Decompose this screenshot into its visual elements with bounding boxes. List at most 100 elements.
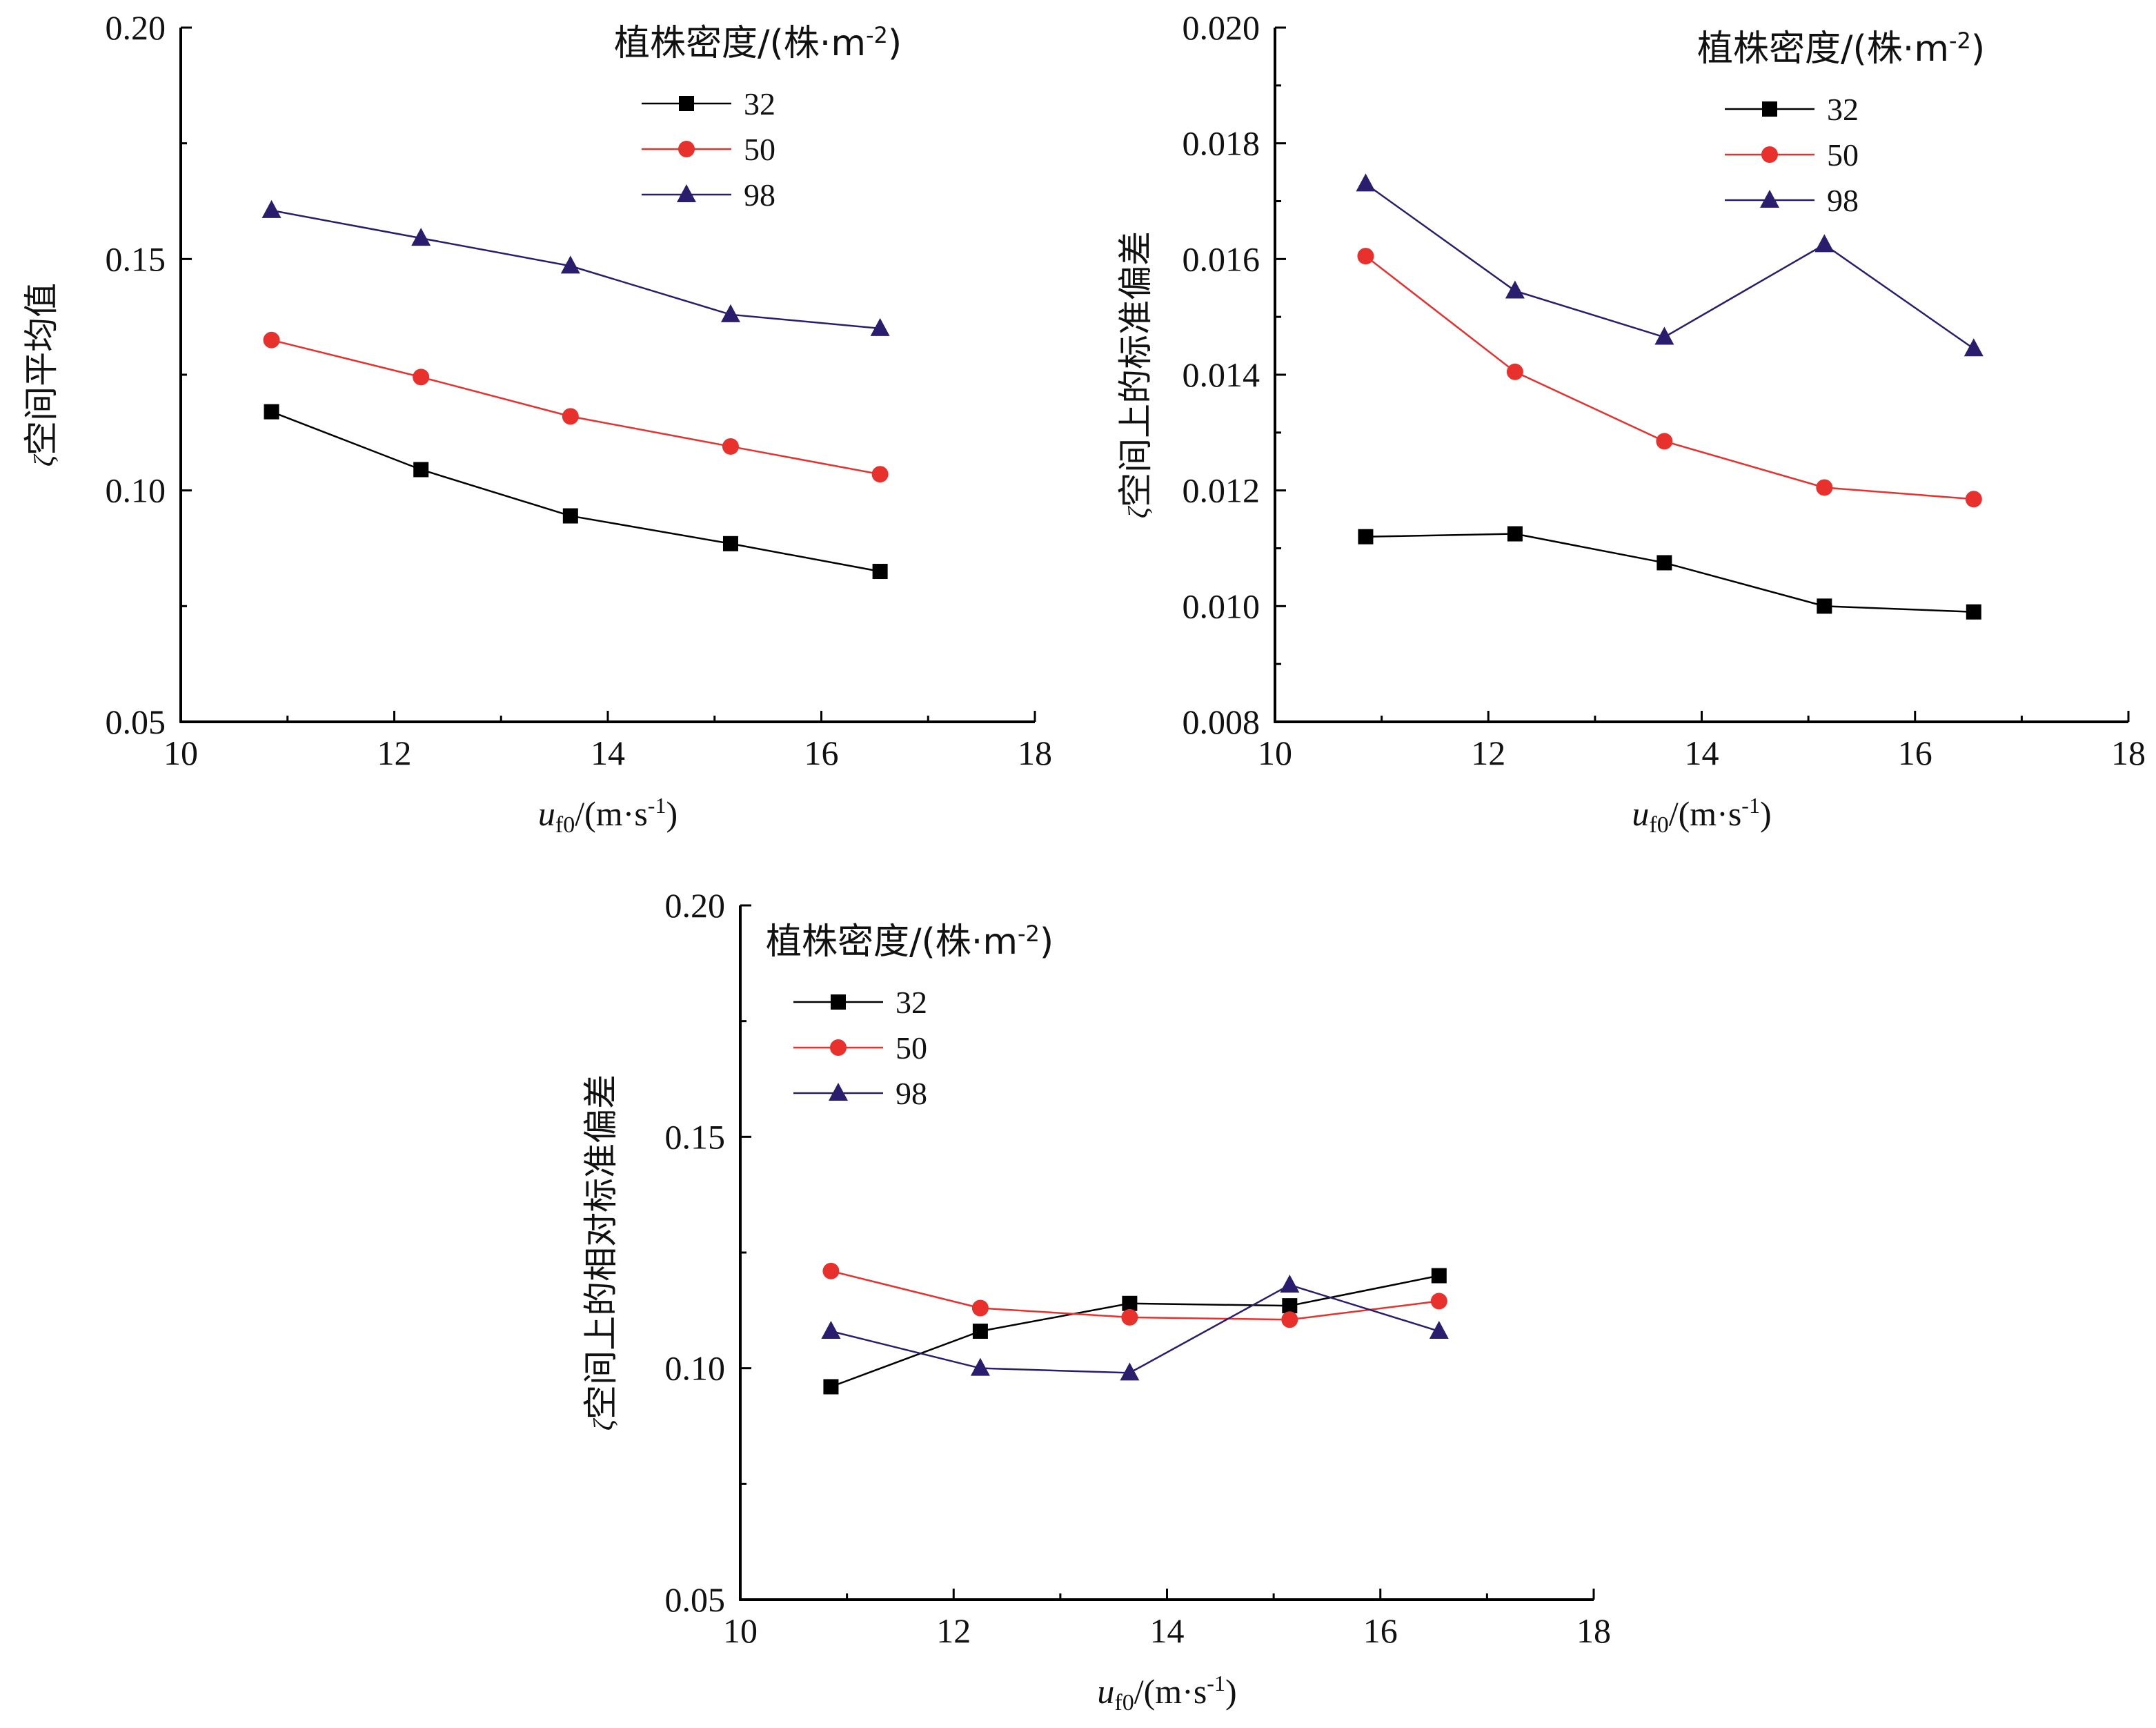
data-point-98 (870, 317, 890, 336)
data-point-32 (1817, 598, 1832, 614)
data-point-50 (871, 466, 889, 483)
legend-label: 32 (896, 985, 927, 1020)
data-point-98 (1356, 173, 1376, 192)
data-point-32 (413, 462, 429, 478)
data-point-50 (1965, 491, 1982, 508)
x-tick-label: 10 (164, 734, 198, 772)
y-tick-label: 0.20 (665, 886, 726, 925)
data-point-98 (970, 1357, 990, 1376)
data-point-32 (1966, 604, 1981, 620)
y-tick-label: 0.15 (665, 1117, 726, 1156)
y-tick-label: 0.018 (1183, 124, 1260, 163)
x-tick-label: 18 (1576, 1611, 1611, 1650)
legend-label: 98 (744, 177, 775, 213)
y-tick-label: 0.05 (106, 703, 166, 741)
y-tick-label: 0.05 (665, 1580, 726, 1619)
data-point-98 (1505, 280, 1525, 299)
legend-label: 50 (896, 1030, 927, 1066)
y-tick-label: 0.10 (665, 1349, 726, 1388)
data-point-98 (1814, 234, 1834, 253)
y-tick-label: 0.014 (1183, 355, 1260, 394)
legend-swatch-marker (679, 96, 694, 111)
data-point-98 (560, 255, 580, 274)
series-line-98 (1365, 183, 1975, 350)
x-tick-label: 14 (591, 734, 625, 772)
legend-swatch-marker (677, 184, 696, 202)
data-point-32 (972, 1324, 988, 1339)
y-tick-label: 0.008 (1183, 703, 1260, 741)
data-point-50 (1281, 1311, 1298, 1328)
series-line-32 (271, 411, 880, 573)
x-tick-label: 12 (1471, 734, 1505, 772)
legend-swatch-marker (830, 1039, 847, 1056)
legend: 植株密度/(株·m-2) 32 50 98 (1697, 28, 1985, 218)
x-tick-label: 16 (1363, 1611, 1398, 1650)
legend: 植株密度/(株·m-2) 32 50 98 (614, 22, 902, 213)
data-point-98 (821, 1321, 841, 1339)
legend-title: 植株密度/(株·m-2) (614, 22, 902, 64)
data-point-98 (1120, 1362, 1140, 1381)
series-line-32 (1365, 533, 1974, 613)
data-point-50 (562, 408, 579, 425)
y-tick-label: 0.15 (106, 239, 166, 278)
data-point-32 (1431, 1268, 1447, 1284)
legend-label: 32 (1827, 92, 1859, 127)
y-tick-label: 0.020 (1183, 8, 1260, 47)
data-point-32 (1358, 529, 1374, 544)
legend: 植株密度/(株·m-2) 32 50 98 (766, 921, 1054, 1111)
series-line-50 (1365, 255, 1974, 500)
data-point-98 (1280, 1274, 1300, 1293)
y-tick-label: 0.010 (1183, 587, 1260, 625)
data-point-50 (263, 331, 280, 348)
legend-swatch-marker (1762, 101, 1777, 117)
data-point-98 (411, 228, 431, 246)
data-point-98 (1964, 338, 1984, 357)
y-tick-label: 0.10 (106, 471, 166, 510)
x-tick-label: 16 (804, 734, 839, 772)
data-point-98 (720, 304, 740, 322)
series-line-50 (271, 339, 880, 475)
x-tick-label: 16 (1898, 734, 1932, 772)
y-tick-label: 0.20 (106, 8, 166, 47)
data-point-50 (1816, 479, 1833, 496)
x-tick-label: 10 (1258, 734, 1292, 772)
legend-label: 98 (896, 1076, 927, 1111)
x-tick-label: 18 (2111, 734, 2146, 772)
data-point-32 (823, 1379, 839, 1395)
legend-swatch-marker (1760, 190, 1779, 208)
legend-label: 32 (744, 86, 775, 121)
legend-label: 50 (744, 132, 775, 167)
data-point-50 (1506, 363, 1523, 380)
x-axis-label: uf0/(m·s-1) (538, 793, 678, 838)
x-tick-label: 18 (1018, 734, 1052, 772)
legend-title: 植株密度/(株·m-2) (766, 921, 1054, 963)
legend-swatch-marker (678, 141, 695, 157)
y-axis-label: ζ空间上的标准偏差 (1116, 231, 1155, 518)
data-point-98 (1654, 326, 1674, 345)
y-tick-label: 0.016 (1183, 239, 1260, 278)
legend-swatch-marker (1761, 146, 1778, 163)
legend-swatch-marker (831, 994, 846, 1010)
legend-title: 植株密度/(株·m-2) (1697, 28, 1985, 70)
y-tick-label: 0.012 (1183, 471, 1260, 510)
panel-spatial-mean: 10 12 14 16 18 0.05 0.10 0.15 0.20 uf0/(m·s-1) ζ空间… (22, 8, 1052, 838)
data-point-98 (261, 199, 281, 218)
x-tick-label: 12 (936, 1611, 971, 1650)
x-axis-label: uf0/(m·s-1) (1632, 793, 1771, 838)
panel-spatial-std: 10 12 14 16 18 0.008 0.010 0.012 0.014 0.016 0.018… (1116, 8, 2146, 838)
y-axis-label: ζ空间上的相对标准偏差 (582, 1074, 620, 1431)
data-point-50 (822, 1262, 840, 1279)
data-point-50 (1121, 1308, 1138, 1326)
data-point-32 (264, 404, 279, 420)
data-point-32 (1656, 555, 1672, 571)
x-tick-label: 14 (1150, 1611, 1185, 1650)
data-point-50 (1656, 433, 1673, 450)
x-tick-label: 12 (377, 734, 412, 772)
data-point-32 (1282, 1298, 1298, 1314)
x-axis-label: uf0/(m·s-1) (1097, 1671, 1236, 1716)
legend-label: 98 (1827, 183, 1859, 218)
data-point-50 (971, 1299, 989, 1317)
data-point-50 (1430, 1293, 1447, 1310)
data-point-32 (1122, 1295, 1138, 1311)
